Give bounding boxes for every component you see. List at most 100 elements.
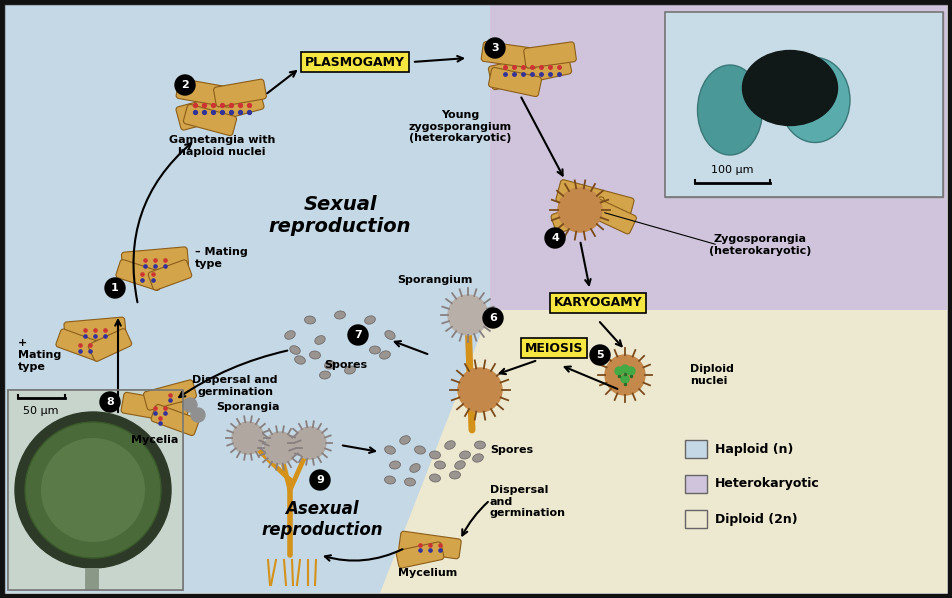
- Text: 8: 8: [106, 397, 114, 407]
- FancyBboxPatch shape: [176, 79, 234, 107]
- Text: Sexual
reproduction: Sexual reproduction: [268, 194, 411, 236]
- Ellipse shape: [698, 65, 763, 155]
- FancyBboxPatch shape: [8, 390, 183, 590]
- Ellipse shape: [365, 316, 375, 324]
- Ellipse shape: [294, 356, 306, 364]
- Text: 100 μm: 100 μm: [711, 165, 753, 175]
- Ellipse shape: [409, 464, 421, 472]
- Text: Zygosporangia
(heterokaryotic): Zygosporangia (heterokaryotic): [709, 234, 811, 256]
- Circle shape: [590, 345, 610, 365]
- FancyBboxPatch shape: [488, 68, 542, 96]
- Text: Mycelia: Mycelia: [131, 435, 179, 445]
- Ellipse shape: [369, 346, 381, 354]
- Ellipse shape: [429, 451, 441, 459]
- Text: 7: 7: [354, 330, 362, 340]
- Ellipse shape: [454, 461, 466, 469]
- FancyBboxPatch shape: [116, 260, 164, 291]
- Ellipse shape: [385, 446, 395, 454]
- Circle shape: [264, 432, 296, 464]
- Circle shape: [100, 392, 120, 412]
- FancyBboxPatch shape: [5, 5, 947, 593]
- FancyBboxPatch shape: [685, 510, 707, 528]
- Ellipse shape: [460, 451, 470, 459]
- Text: – Mating
type: – Mating type: [195, 247, 248, 269]
- Text: Dispersal and
germination: Dispersal and germination: [192, 375, 278, 396]
- FancyBboxPatch shape: [56, 329, 104, 361]
- Text: Heterokaryotic: Heterokaryotic: [715, 477, 820, 490]
- Ellipse shape: [780, 57, 850, 142]
- Circle shape: [191, 408, 205, 422]
- Text: 50 μm: 50 μm: [23, 406, 59, 416]
- Ellipse shape: [334, 311, 346, 319]
- Ellipse shape: [415, 446, 426, 454]
- FancyBboxPatch shape: [89, 328, 131, 361]
- Circle shape: [621, 365, 629, 373]
- Text: 6: 6: [489, 313, 497, 323]
- Ellipse shape: [309, 350, 320, 359]
- Polygon shape: [380, 310, 947, 593]
- Text: Sporangia: Sporangia: [216, 402, 280, 412]
- Circle shape: [294, 427, 326, 459]
- FancyBboxPatch shape: [665, 12, 943, 197]
- Circle shape: [348, 325, 368, 345]
- Ellipse shape: [743, 50, 838, 126]
- Circle shape: [15, 412, 171, 568]
- Text: Spores: Spores: [490, 445, 533, 455]
- Ellipse shape: [285, 331, 295, 339]
- Ellipse shape: [345, 366, 355, 374]
- Circle shape: [485, 38, 505, 58]
- Circle shape: [545, 228, 565, 248]
- Text: Spores: Spores: [325, 360, 367, 370]
- Ellipse shape: [389, 460, 400, 469]
- Ellipse shape: [354, 336, 366, 344]
- FancyBboxPatch shape: [399, 531, 461, 559]
- Circle shape: [41, 438, 145, 542]
- FancyBboxPatch shape: [685, 475, 707, 493]
- Circle shape: [175, 75, 195, 95]
- Text: 1: 1: [111, 283, 119, 293]
- FancyBboxPatch shape: [122, 247, 188, 273]
- Circle shape: [458, 368, 502, 412]
- Ellipse shape: [385, 331, 395, 339]
- FancyBboxPatch shape: [551, 197, 609, 233]
- Text: Young
zygosporangium
(heterokaryotic): Young zygosporangium (heterokaryotic): [408, 110, 511, 143]
- Circle shape: [627, 367, 635, 375]
- Circle shape: [558, 188, 602, 232]
- FancyBboxPatch shape: [685, 440, 707, 458]
- Circle shape: [605, 355, 645, 395]
- Text: MEIOSIS: MEIOSIS: [525, 341, 584, 355]
- FancyBboxPatch shape: [584, 196, 637, 234]
- Text: Sporangium: Sporangium: [397, 275, 473, 285]
- Text: Asexual
reproduction: Asexual reproduction: [261, 500, 383, 539]
- Text: 3: 3: [491, 43, 499, 53]
- Ellipse shape: [400, 435, 410, 444]
- Circle shape: [483, 308, 503, 328]
- Circle shape: [183, 398, 197, 412]
- FancyBboxPatch shape: [396, 542, 444, 568]
- Ellipse shape: [385, 476, 395, 484]
- FancyBboxPatch shape: [144, 380, 196, 410]
- Ellipse shape: [315, 335, 326, 344]
- Text: PLASMOGAMY: PLASMOGAMY: [305, 56, 405, 69]
- Ellipse shape: [435, 460, 446, 469]
- FancyBboxPatch shape: [665, 12, 943, 197]
- Text: 2: 2: [181, 80, 188, 90]
- FancyBboxPatch shape: [213, 79, 267, 107]
- Circle shape: [448, 295, 488, 335]
- FancyBboxPatch shape: [482, 42, 539, 68]
- Ellipse shape: [380, 351, 390, 359]
- Text: 5: 5: [596, 350, 604, 360]
- Text: 4: 4: [551, 233, 559, 243]
- FancyBboxPatch shape: [176, 86, 264, 130]
- Text: 9: 9: [316, 475, 324, 485]
- Ellipse shape: [289, 346, 301, 354]
- Ellipse shape: [449, 471, 460, 480]
- Circle shape: [615, 367, 623, 375]
- FancyBboxPatch shape: [151, 404, 199, 435]
- FancyBboxPatch shape: [184, 105, 237, 136]
- FancyBboxPatch shape: [524, 42, 576, 68]
- Ellipse shape: [305, 316, 315, 324]
- FancyBboxPatch shape: [488, 50, 571, 90]
- FancyBboxPatch shape: [121, 392, 188, 423]
- Ellipse shape: [472, 454, 484, 462]
